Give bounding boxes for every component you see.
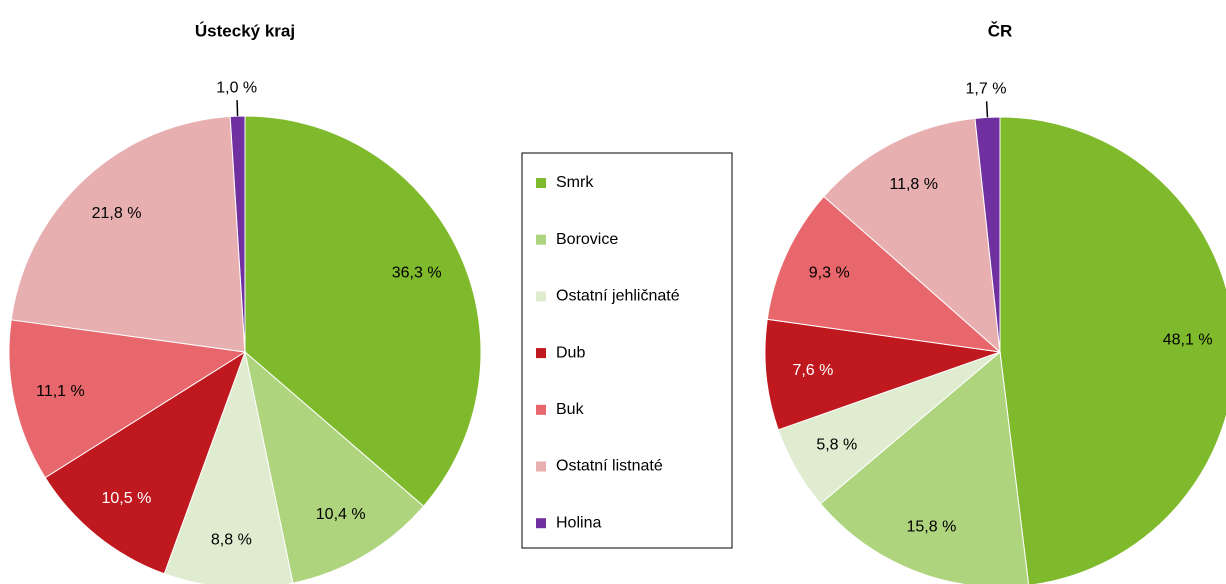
data-label: 10,4 % (316, 506, 366, 523)
pie-slice (823, 117, 1001, 354)
legend-label: Dub (556, 344, 585, 361)
data-label: 11,8 % (889, 176, 938, 193)
data-label: 36,3 % (392, 265, 442, 282)
legend-box (521, 152, 733, 549)
legend-swatch (536, 348, 546, 359)
pie-slice (766, 195, 1002, 353)
data-label: 1,0 % (216, 79, 257, 96)
legend-label: Buk (556, 401, 585, 418)
legend-label: Ostatní jehličnaté (556, 288, 680, 305)
legend-swatch (536, 178, 546, 188)
leader-line (236, 100, 239, 117)
data-label: 5,8 % (816, 437, 857, 454)
data-label: 48,1 % (1163, 332, 1213, 349)
data-label: 11,1 % (36, 383, 85, 400)
pie-slice (244, 350, 425, 584)
leader-line (985, 101, 989, 118)
legend-swatch (536, 404, 546, 415)
legend-swatch (536, 234, 546, 245)
pie-slice (8, 319, 247, 479)
pie-slice (999, 116, 1226, 584)
legend-swatch (536, 518, 546, 529)
pie-slice (163, 350, 294, 584)
data-label: 7,6 % (792, 362, 833, 379)
data-label: 9,3 % (809, 265, 850, 282)
data-label: 1,7 % (966, 81, 1007, 98)
legend-label: Smrk (556, 174, 594, 191)
pie-slice (764, 318, 1001, 431)
legend-label: Borovice (556, 231, 618, 248)
data-label: 10,5 % (101, 490, 151, 507)
legend-swatch (536, 291, 546, 302)
pie-slice (44, 350, 246, 575)
data-label: 8,8 % (211, 532, 252, 549)
legend-label: Holina (556, 514, 601, 531)
pie-slice (819, 351, 1030, 584)
legend-label: Ostatní listnaté (556, 458, 663, 475)
pie-slice (10, 115, 246, 353)
data-label: 15,8 % (907, 518, 957, 535)
legend-swatch (536, 461, 546, 472)
pie-slice (229, 115, 246, 353)
pie-slice (244, 115, 482, 507)
chart-title: ČR (988, 21, 1013, 40)
data-label: 21,8 % (92, 205, 142, 222)
pie-slice (974, 116, 1001, 353)
chart-title: Ústecký kraj (195, 21, 295, 40)
